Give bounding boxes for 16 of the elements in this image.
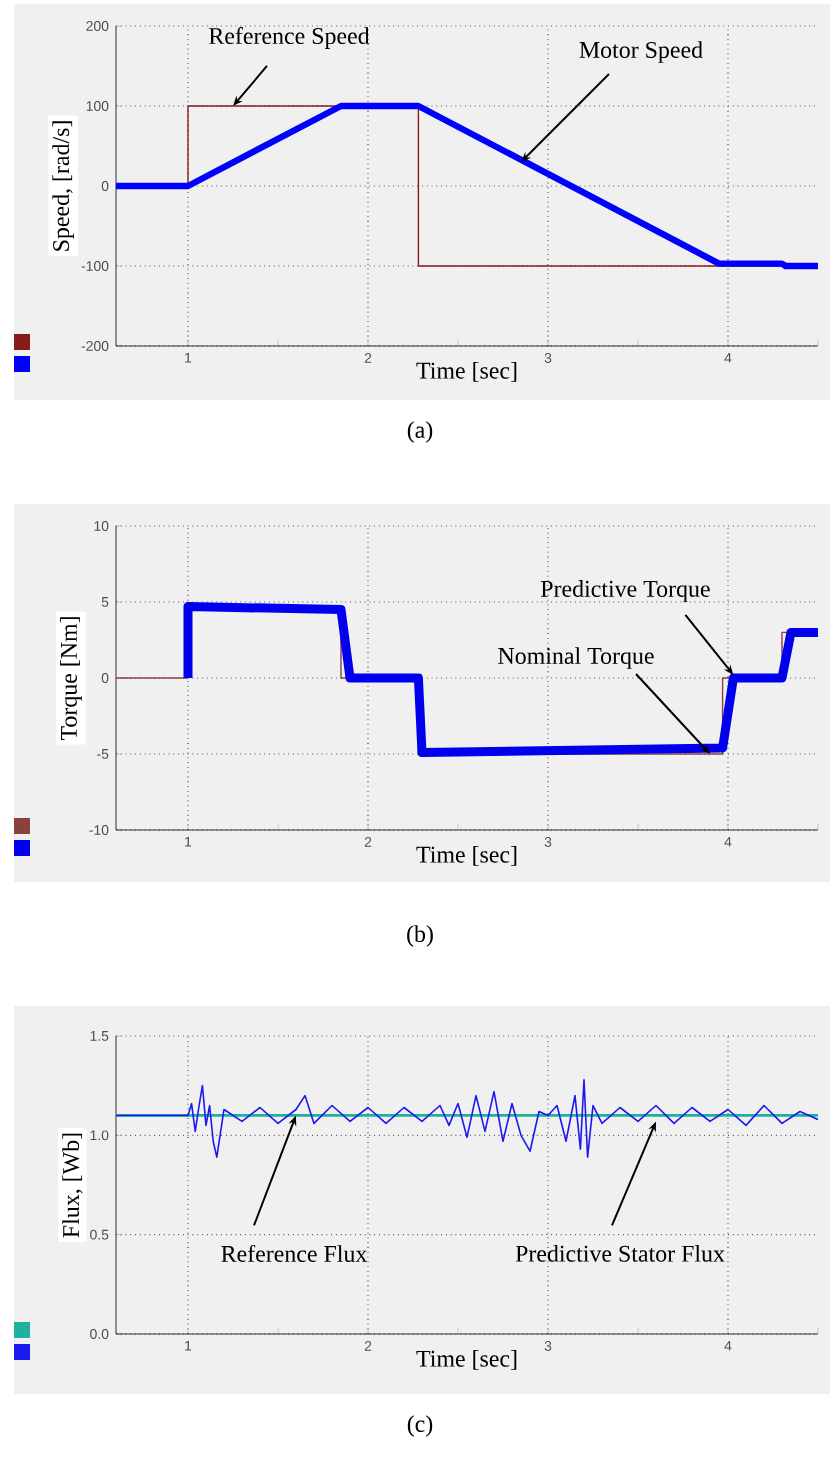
annotation: Predictive Stator Flux — [515, 1245, 725, 1262]
text: (c) — [407, 1415, 433, 1437]
line-series — [115, 1078, 819, 1158]
annotation: Motor Speed — [579, 41, 703, 63]
annotation: Reference Flux — [221, 1244, 368, 1262]
annotation: Reference Speed — [209, 27, 370, 49]
text: (b) — [407, 925, 433, 947]
y-axis-title: Flux, [Wb] — [62, 1133, 83, 1238]
text: (a) — [407, 421, 433, 443]
annotation: Nominal Torque — [498, 647, 654, 669]
x-axis-title: Time [sec] — [416, 1349, 517, 1370]
x-axis-title: Time [sec] — [416, 845, 517, 866]
y-axis-title: Torque [Nm] — [60, 617, 82, 741]
y-axis-title: Speed, [rad/s] — [52, 121, 75, 251]
x-axis-title: Time [sec] — [416, 361, 517, 382]
annotation: Predictive Torque — [540, 580, 710, 602]
